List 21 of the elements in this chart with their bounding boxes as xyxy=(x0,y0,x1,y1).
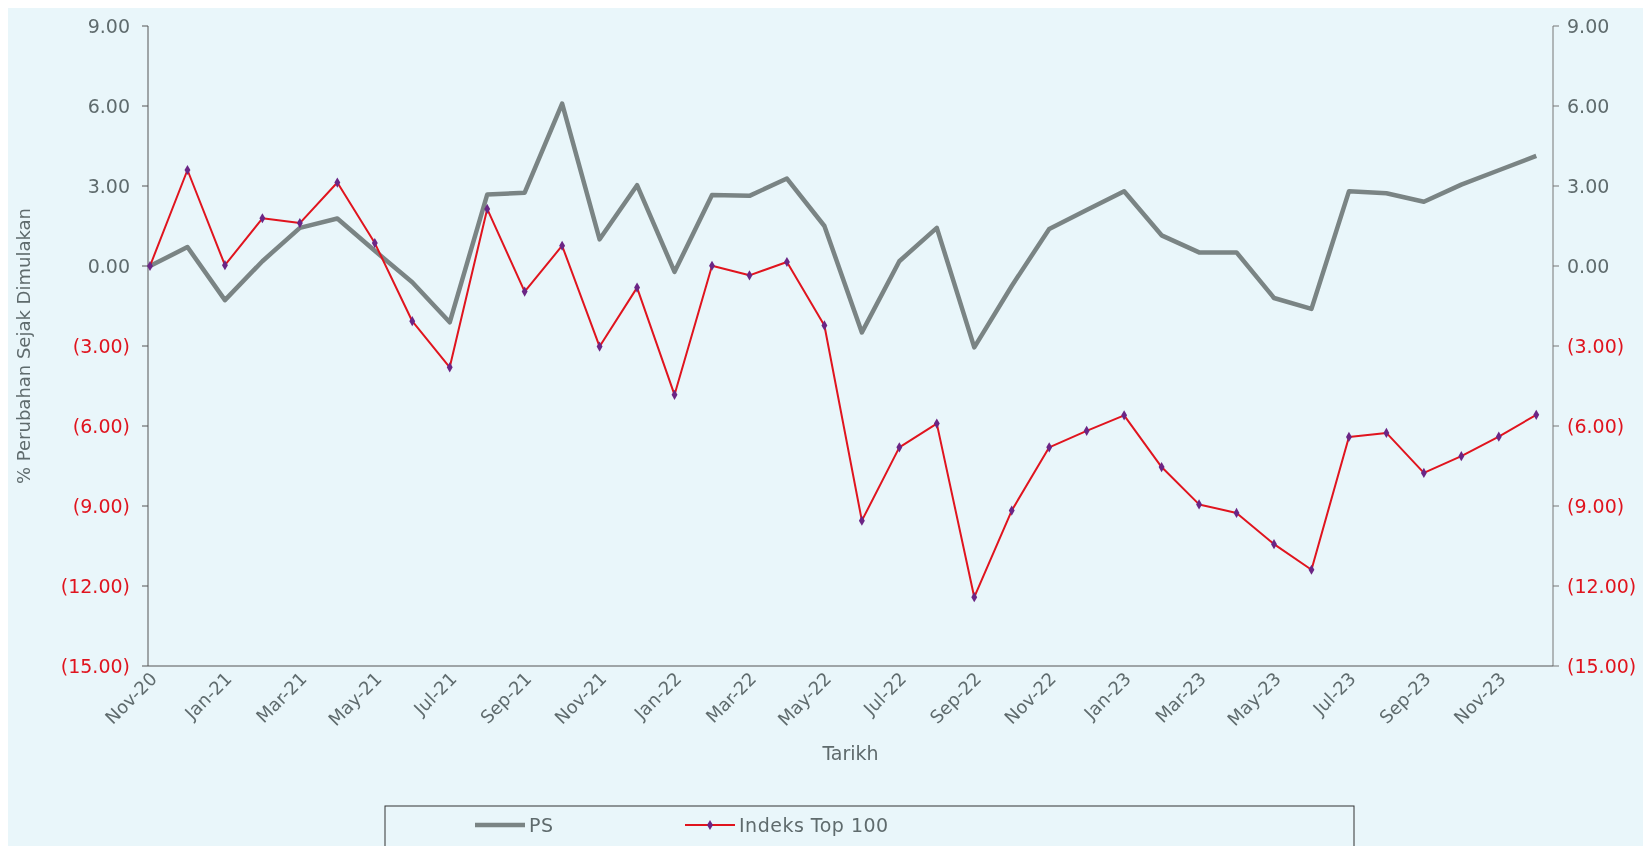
y2-tick-label: (6.00) xyxy=(1567,414,1625,437)
legend-label: PS xyxy=(529,813,554,836)
y2-tick-label: (9.00) xyxy=(1567,494,1625,517)
y-tick-label: (6.00) xyxy=(72,414,130,437)
y-tick-label: (12.00) xyxy=(60,574,130,597)
y-tick-label: 6.00 xyxy=(87,94,130,117)
y-tick-label: 3.00 xyxy=(87,174,130,197)
y2-tick-label: (12.00) xyxy=(1567,574,1637,597)
x-axis-title: Tarikh xyxy=(821,742,879,764)
y-axis-title: % Perubahan Sejak Dimulakan xyxy=(13,207,34,485)
y2-tick-label: (3.00) xyxy=(1567,334,1625,357)
y2-tick-label: 6.00 xyxy=(1567,94,1610,117)
y2-tick-label: 0.00 xyxy=(1567,254,1610,277)
y-tick-label: 9.00 xyxy=(87,14,130,37)
y2-tick-label: 3.00 xyxy=(1567,174,1610,197)
y-tick-label: (9.00) xyxy=(72,494,130,517)
y-tick-label: (3.00) xyxy=(72,334,130,357)
legend-label: Indeks Top 100 xyxy=(739,813,889,836)
y2-tick-label: 9.00 xyxy=(1567,14,1610,37)
y-tick-label: 0.00 xyxy=(87,254,130,277)
y2-tick-label: (15.00) xyxy=(1567,654,1637,677)
